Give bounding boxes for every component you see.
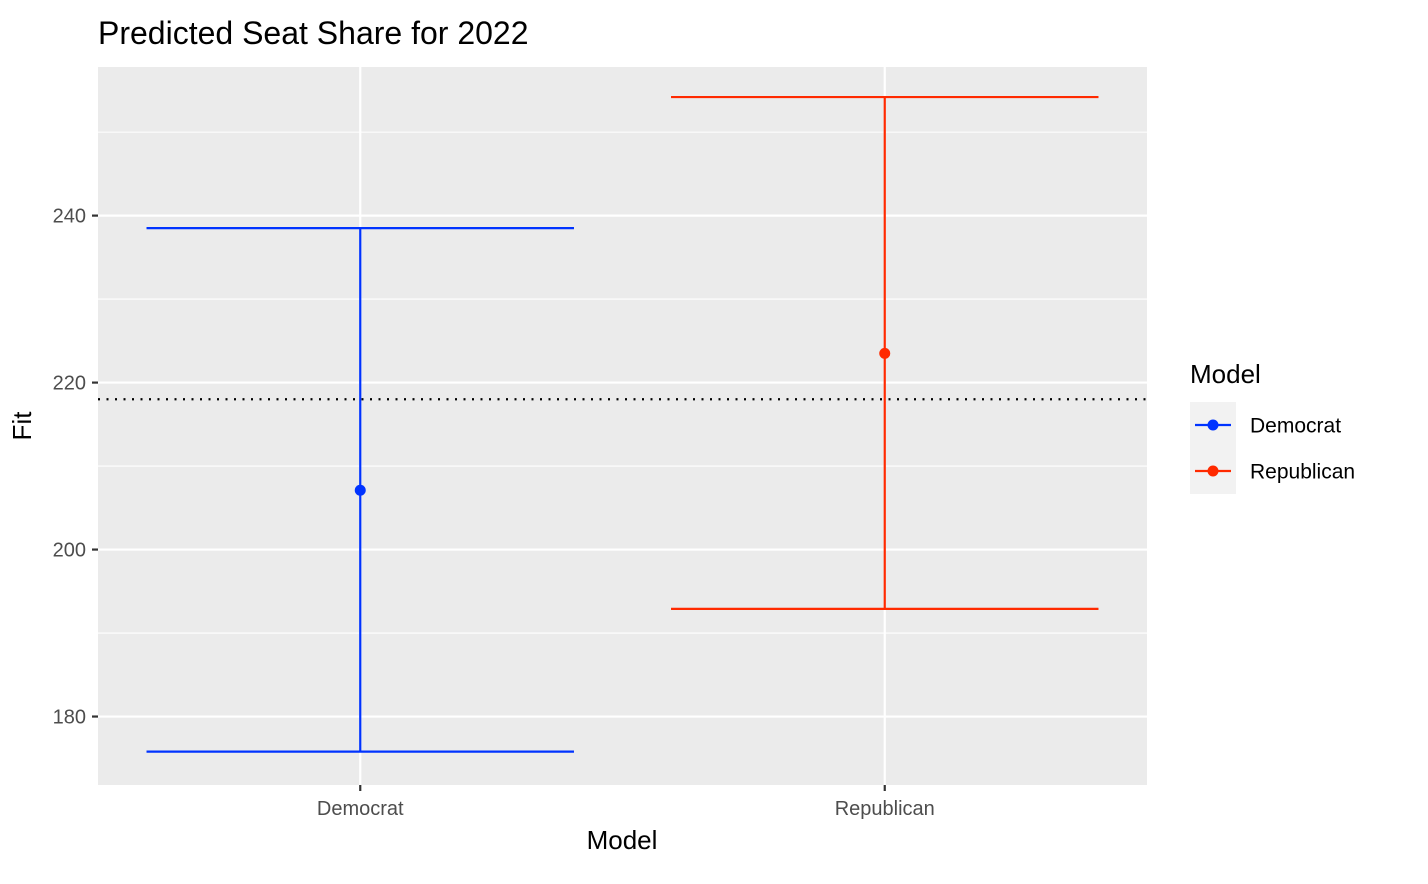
- legend-key-background: [1190, 402, 1236, 494]
- y-tick-label: 180: [53, 707, 86, 729]
- y-tick-label: 240: [53, 206, 86, 228]
- series-layer: [146, 95, 1099, 753]
- x-axis-title: Model: [587, 825, 658, 855]
- series-republican: [671, 95, 1099, 610]
- legend-label: Democrat: [1250, 415, 1341, 438]
- legend-key-point: [1207, 465, 1219, 477]
- y-axis-title: Fit: [7, 411, 37, 441]
- fit-point: [354, 484, 366, 496]
- axis-layer: 180 200 220 240 Democrat Republican: [53, 206, 935, 820]
- legend: Model Democrat Republican: [1190, 359, 1355, 494]
- plot-panel: [98, 67, 1147, 785]
- series-democrat: [146, 227, 574, 753]
- x-tick-label: Democrat: [317, 798, 404, 820]
- legend-label: Republican: [1250, 461, 1355, 484]
- legend-item-republican: Republican: [1195, 461, 1355, 484]
- legend-key-point: [1207, 419, 1219, 431]
- legend-title: Model: [1190, 359, 1261, 389]
- y-tick-label: 200: [53, 540, 86, 562]
- legend-item-democrat: Democrat: [1195, 415, 1341, 438]
- chart-title: Predicted Seat Share for 2022: [98, 15, 529, 51]
- y-tick-label: 220: [53, 373, 86, 395]
- x-tick-label: Republican: [835, 798, 935, 820]
- legend-items: Democrat Republican: [1195, 415, 1355, 484]
- fit-point: [879, 347, 891, 359]
